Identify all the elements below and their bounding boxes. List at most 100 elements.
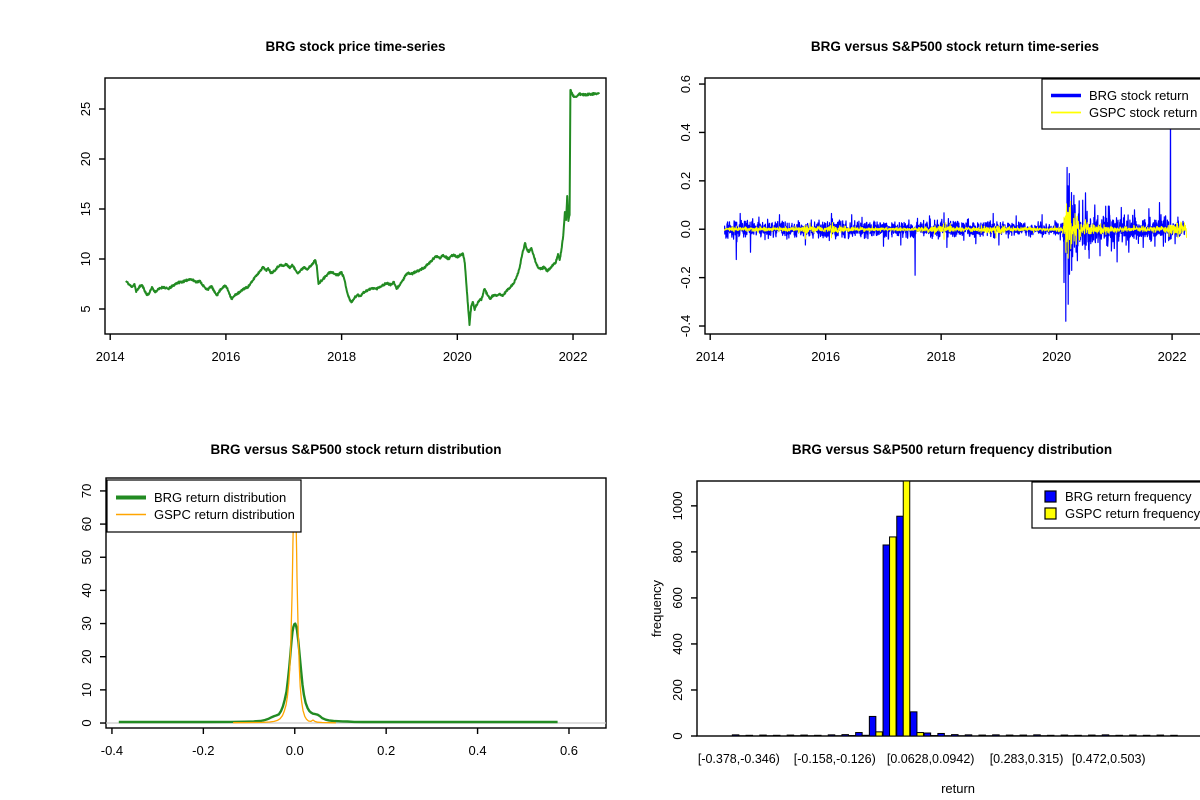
series-line-brg-return-distribution [118,622,558,724]
x-tick-label: 0.6 [560,743,578,758]
legend-label: BRG return distribution [154,490,286,505]
bar-brg-return-frequency [923,732,932,736]
bar-brg-return-frequency [978,734,986,736]
bar-brg-return-frequency [1046,734,1055,736]
y-tick-label: 25 [78,102,93,116]
chart-return-distribution: BRG versus S&P500 stock return distribut… [40,416,640,800]
y-tick-label: 5 [78,305,93,312]
legend-box-sample [1044,490,1057,503]
bar-brg-return-frequency [814,734,822,736]
chart-return-frequency: BRG versus S&P500 return frequency distr… [640,416,1200,800]
bar-brg-return-frequency [841,734,849,736]
legend-box [1041,78,1200,130]
x-tick-label: 2018 [327,349,356,364]
bar-brg-return-frequency [1129,734,1137,736]
y-tick-label: 60 [79,517,94,531]
bar-brg-return-frequency [855,732,863,736]
series-group [724,93,1187,322]
y-tick-label: 10 [79,683,94,697]
x-tick-label: 2022 [559,349,588,364]
bar-brg-return-frequency [1033,734,1041,736]
bar-brg-return-frequency [1156,734,1165,736]
bar-brg-return-frequency [827,734,836,736]
bar-brg-return-frequency [951,734,959,736]
bin-label: [0.283,0.315) [990,752,1064,766]
bars-group [731,481,1178,736]
legend-label: GSPC return distribution [154,507,295,522]
y-axis-label: frequency [649,579,664,637]
bar-brg-return-frequency [882,544,891,736]
series-line-brg-stock-price [125,88,601,326]
y-tick-label: 0.4 [678,123,693,141]
bin-label: [-0.378,-0.346) [698,752,780,766]
bar-brg-return-frequency [1101,734,1110,736]
plot-frame [704,77,1200,335]
y-tick-label: 200 [670,679,685,701]
x-tick-label: 2020 [1042,349,1071,364]
x-tick-label: 2016 [211,349,240,364]
y-tick-label: 10 [78,252,93,266]
y-tick-label: 600 [670,587,685,609]
chart-return-timeseries: BRG versus S&P500 stock return time-seri… [640,16,1200,416]
x-tick-label: -0.4 [101,743,123,758]
y-tick-label: 0.2 [678,172,693,190]
y-tick-label: 30 [79,616,94,630]
series-line-gspc-stock-return [724,200,1187,259]
bar-brg-return-frequency [937,732,945,736]
plot-legend: BRG stock return GSPC stock return [1041,78,1200,130]
legend-box-sample [1044,507,1057,520]
x-tick-label: -0.2 [192,743,214,758]
legend-box [106,479,302,533]
bar-brg-return-frequency [772,734,781,736]
y-tick-label: -0.4 [678,315,693,337]
x-tick-label: 0.0 [286,743,304,758]
plot-legend: BRG return frequency GSPC return frequenc… [1031,481,1200,529]
y-tick-label: 0 [670,732,685,739]
bar-brg-return-frequency [909,711,918,736]
x-tick-label: 2014 [96,349,125,364]
x-tick-label: 0.4 [469,743,487,758]
bar-gspc-return-frequency [875,731,883,736]
chart-brg-price: BRG stock price time-series 5 10 15 20 25 201… [40,16,640,416]
bar-gspc-return-frequency [889,536,897,736]
bar-brg-return-frequency [800,734,808,736]
plot-legend: BRG return distribution GSPC return distr… [106,479,302,533]
bar-brg-return-frequency [964,734,973,736]
plot-frame [104,77,607,335]
legend-label: BRG return frequency [1065,489,1192,504]
y-tick-label: 1000 [670,491,685,520]
bar-gspc-return-frequency [902,481,911,736]
legend-label: GSPC stock return [1089,105,1197,120]
legend-label: GSPC return frequency [1065,506,1200,521]
y-tick-label: 50 [79,550,94,564]
x-tick-label: 0.2 [377,743,395,758]
bin-label: [0.0628,0.0942) [887,752,975,766]
bar-brg-return-frequency [1170,734,1178,736]
y-tick-label: 40 [79,583,94,597]
bar-brg-return-frequency [731,734,740,736]
bar-brg-return-frequency [868,715,877,736]
y-tick-label: 0 [79,719,94,726]
bar-brg-return-frequency [1074,734,1082,736]
series-group [125,88,601,326]
y-tick-label: 400 [670,633,685,655]
bar-brg-return-frequency [1019,734,1028,736]
bar-gspc-return-frequency [861,734,870,736]
x-tick-label: 2014 [696,349,725,364]
return-distribution-plot: 0 10 20 30 40 50 60 70 -0.4 -0.2 0.0 0.2 0.4 0.6 BRG r… [79,477,607,758]
brg-price-plot: 5 10 15 20 25 2014 2016 2018 2020 2022 [78,77,607,364]
bar-brg-return-frequency [896,515,904,736]
y-tick-label: 0.0 [678,220,693,238]
x-axis-label: return [941,781,975,796]
bar-brg-return-frequency [1060,734,1069,736]
bar-gspc-return-frequency [916,732,924,736]
return-timeseries-plot: -0.4 -0.2 0.0 0.2 0.4 0.6 2014 2016 2018 2020 2022… [678,75,1200,364]
bin-label: [-0.158,-0.126) [794,752,876,766]
y-tick-label: 800 [670,541,685,563]
y-tick-label: 70 [79,484,94,498]
bar-brg-return-frequency [786,734,795,736]
y-tick-label: 15 [78,202,93,216]
bar-brg-return-frequency [992,734,1000,736]
bar-brg-return-frequency [759,734,767,736]
